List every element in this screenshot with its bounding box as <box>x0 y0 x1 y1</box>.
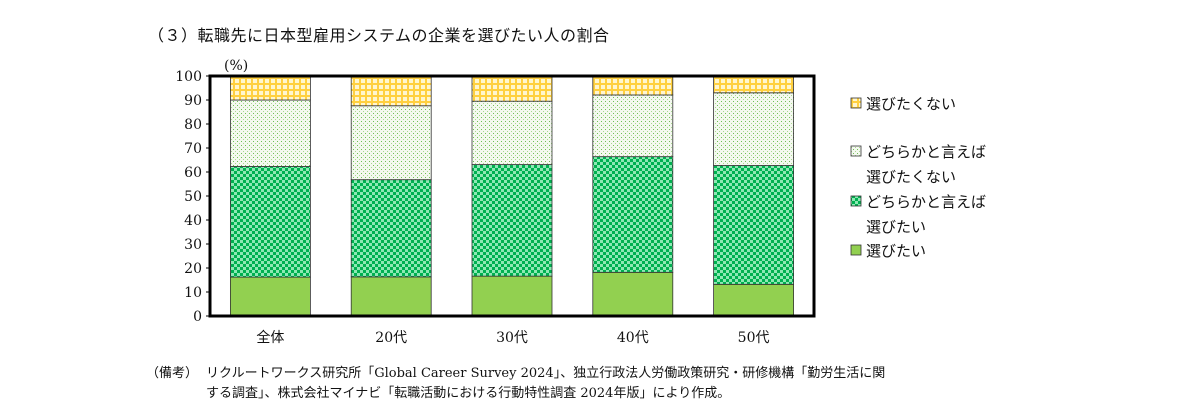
bar-segment <box>713 165 794 285</box>
y-tick-label: 60 <box>184 165 202 181</box>
bar-segment <box>471 75 553 102</box>
bar-segment <box>350 75 432 107</box>
bar-segment <box>713 92 794 166</box>
bar-segment <box>350 105 432 181</box>
x-tick-label: 50代 <box>738 330 770 346</box>
notes: （備考） リクルートワークス研究所「Global Career Survey 20… <box>146 364 885 404</box>
y-tick-label: 10 <box>184 285 202 301</box>
bar-segment <box>229 166 311 278</box>
bar-segment <box>229 276 311 317</box>
legend-swatch <box>850 145 862 157</box>
notes-line-2: する調査」、株式会社マイナビ「転職活動における行動特性調査 2024年版」により… <box>206 386 731 401</box>
notes-line-1: リクルートワークス研究所「Global Career Survey 2024」、… <box>206 366 886 381</box>
bar-segment <box>229 75 311 101</box>
legend-swatch <box>850 195 862 207</box>
legend-label: 選びたくない <box>866 168 956 186</box>
legend-label: 選びたくない <box>866 95 956 113</box>
plot-frame <box>208 74 816 318</box>
legend-label: どちらかと言えば <box>866 143 986 161</box>
y-tick-label: 90 <box>184 93 202 109</box>
bar-segment <box>713 75 794 94</box>
y-tick-label: 30 <box>184 237 202 253</box>
y-tick-label: 80 <box>184 117 202 133</box>
bar-segment <box>592 75 674 96</box>
bar-segment <box>713 283 794 317</box>
legend-label: どちらかと言えば <box>866 193 986 211</box>
y-tick-label: 20 <box>184 261 202 277</box>
x-tick-label: 20代 <box>375 330 407 346</box>
y-tick-label: 100 <box>175 69 202 85</box>
bar-segment <box>350 276 432 317</box>
y-tick-label: 0 <box>193 309 202 325</box>
bar-segment <box>350 179 432 278</box>
y-tick-label: 50 <box>184 189 202 205</box>
legend-label: 選びたい <box>866 242 926 260</box>
chart-title: （３）転職先に日本型雇用システムの企業を選びたい人の割合 <box>148 26 610 45</box>
bar-segment <box>471 275 553 317</box>
y-tick-label: 40 <box>184 213 202 229</box>
notes-label: （備考） <box>146 366 199 381</box>
x-tick-label: 全体 <box>256 329 284 346</box>
bar-segment <box>471 100 553 165</box>
bar-segment <box>592 94 674 158</box>
legend-swatch <box>850 244 862 256</box>
y-tick-label: 70 <box>184 141 202 157</box>
legend-label: 選びたい <box>866 218 926 236</box>
y-axis-unit: (%) <box>224 58 248 74</box>
plot-area: 0 10 20 30 40 50 60 70 80 90 100 (%) 全体 20代 30代 40代 50代 <box>175 58 816 346</box>
bar-segment <box>471 164 553 277</box>
bar-segment <box>592 156 674 273</box>
legend-swatch <box>850 97 862 109</box>
x-tick-label: 40代 <box>617 330 649 346</box>
bar-segment <box>592 271 674 317</box>
x-tick-label: 30代 <box>496 330 528 346</box>
bar-segment <box>229 99 311 167</box>
